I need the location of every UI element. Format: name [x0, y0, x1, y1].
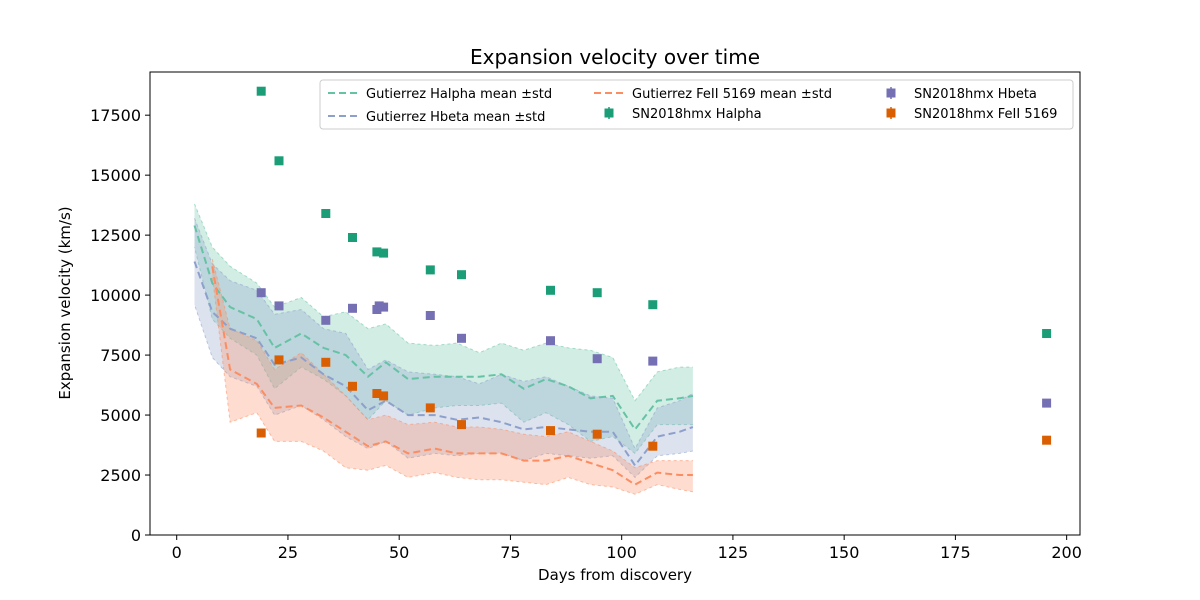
y-axis-label: Expansion velocity (km/s) [56, 206, 74, 399]
legend: Gutierrez Halpha mean ±std Gutierrez Hbet… [319, 79, 1074, 130]
y-tick-label-6: 15000 [90, 166, 141, 185]
series-1-point [457, 333, 466, 343]
x-tick-label-1: 25 [278, 543, 298, 562]
x-tick-label-2: 50 [389, 543, 409, 562]
x-tick-label-5: 125 [718, 543, 749, 562]
y-tick-label-0: 0 [131, 526, 141, 545]
y-tick-label-5: 12500 [90, 226, 141, 245]
band-0-mean-line [193, 225, 694, 432]
x-tick-label-0: 0 [172, 543, 182, 562]
series-2-point [1042, 435, 1052, 445]
series-1-point [648, 356, 658, 366]
series-1-point [1042, 398, 1052, 408]
band-2-area [212, 259, 693, 495]
x-axis-label: Days from discovery [538, 566, 692, 584]
legend-label-4: SN2018hmx Hbeta [914, 87, 1037, 102]
series-0-point [274, 156, 284, 166]
x-tick-label-4: 100 [606, 543, 637, 562]
points-layer [256, 86, 1052, 451]
band-1-upper-edge [194, 218, 694, 450]
x-tick-label-6: 150 [829, 543, 860, 562]
series-1-point [256, 288, 266, 298]
series-1-point [546, 336, 555, 346]
series-0-point [256, 86, 266, 96]
series-1-point [321, 315, 331, 325]
legend-label-5: SN2018hmx FeII 5169 [914, 107, 1057, 122]
legend-swatch-5 [886, 108, 896, 118]
series-0-point [648, 300, 658, 310]
series-0-point [372, 247, 382, 257]
band-0-upper-edge [194, 203, 693, 402]
series-0-point [457, 270, 466, 280]
series-0-point [348, 233, 357, 242]
band-1-mean-line [193, 261, 694, 468]
band-0-area [194, 203, 693, 454]
legend-swatch-4 [886, 88, 896, 98]
series-1-point [274, 301, 284, 311]
legend-label-3: SN2018hmx Halpha [632, 107, 762, 122]
series-2-point [379, 391, 389, 401]
series-2-point [348, 381, 357, 391]
band-2-upper-edge [211, 258, 693, 469]
legend-label-2: Gutierrez FeII 5169 mean ±std [632, 87, 832, 102]
series-1-point [425, 311, 435, 320]
series-2-point [256, 428, 266, 438]
band-1-lower-edge [194, 304, 693, 479]
y-tick-label-4: 10000 [90, 286, 141, 305]
series-2-point [648, 441, 658, 451]
band-1-area [194, 218, 693, 478]
y-tick-label-1: 2500 [100, 466, 141, 485]
series-2-point [321, 357, 331, 367]
x-tick-label-7: 175 [940, 543, 971, 562]
series-2-point [546, 426, 555, 436]
x-axis: 0 25 50 75 100 125 150 175 200 [172, 535, 1082, 562]
series-2-point [372, 389, 382, 398]
series-2-point [457, 420, 466, 430]
series-0-point [425, 265, 435, 275]
series-1-point [348, 303, 357, 313]
series-1-point [379, 302, 389, 312]
bands-layer [193, 203, 694, 495]
x-tick-label-8: 200 [1051, 543, 1082, 562]
band-2-lower-edge [211, 275, 693, 495]
y-tick-label-3: 7500 [100, 346, 141, 365]
x-tick-label-3: 75 [500, 543, 520, 562]
series-2-point [592, 429, 602, 439]
y-tick-label-2: 5000 [100, 406, 141, 425]
band-2-mean-line [211, 266, 693, 486]
series-0-point [546, 285, 555, 295]
series-0-point [321, 209, 331, 218]
legend-frame [319, 79, 1074, 130]
series-2-point [425, 403, 435, 413]
y-axis: 0 2500 5000 7500 10000 12500 15000 17500 [90, 106, 150, 545]
legend-swatch-3 [604, 108, 614, 118]
y-tick-label-7: 17500 [90, 106, 141, 125]
series-2-point [274, 355, 284, 365]
series-0-point [1042, 329, 1052, 338]
plot-frame [149, 71, 1081, 536]
series-1-point [592, 354, 602, 364]
series-0-point [379, 248, 389, 258]
legend-label-1: Gutierrez Hbeta mean ±std [366, 110, 545, 125]
chart-title: Expansion velocity over time [470, 45, 760, 69]
series-0-point [592, 288, 602, 298]
legend-label-0: Gutierrez Halpha mean ±std [366, 87, 552, 102]
